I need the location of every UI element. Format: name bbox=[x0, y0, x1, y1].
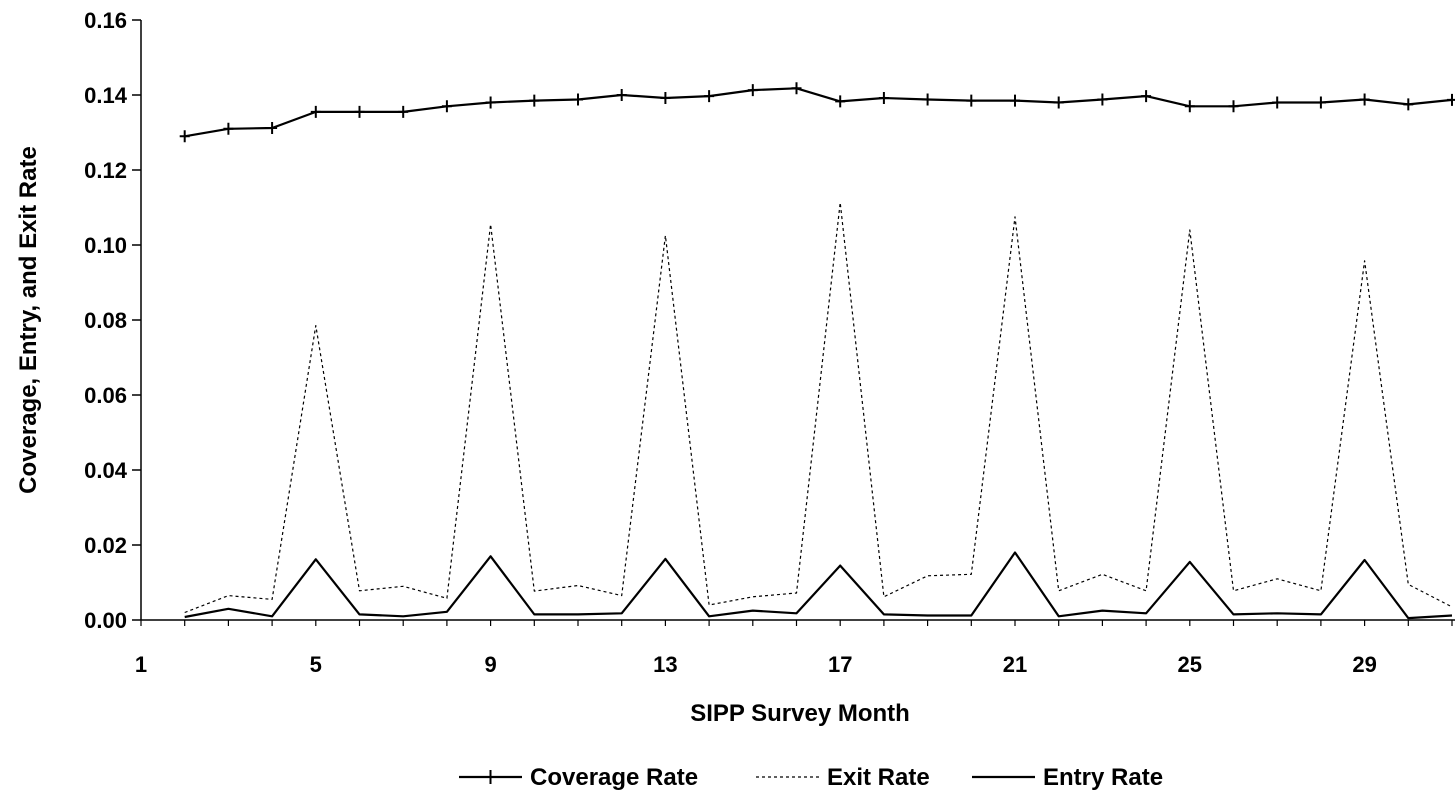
coverage-rate-point bbox=[354, 105, 365, 118]
y-tick-label: 0.14 bbox=[84, 83, 128, 108]
y-tick-label: 0.00 bbox=[84, 608, 127, 633]
coverage-rate-point bbox=[835, 95, 846, 108]
coverage-rate-point bbox=[1053, 96, 1064, 109]
x-tick-label: 25 bbox=[1178, 652, 1202, 677]
coverage-rate-point bbox=[660, 92, 671, 104]
coverage-rate-point bbox=[267, 122, 278, 134]
exit-rate-line bbox=[184, 202, 1453, 614]
coverage-rate-point bbox=[529, 94, 540, 107]
y-tick-label: 0.06 bbox=[84, 383, 127, 408]
coverage-rate-point bbox=[398, 105, 409, 118]
coverage-rate-line bbox=[184, 87, 1453, 138]
coverage-rate-point bbox=[1272, 96, 1283, 109]
coverage-rate-point bbox=[704, 90, 715, 103]
legend-label: Entry Rate bbox=[1043, 764, 1163, 791]
x-tick-label: 29 bbox=[1352, 652, 1376, 677]
x-tick-label: 13 bbox=[653, 652, 677, 677]
y-tick-label: 0.10 bbox=[84, 233, 127, 258]
coverage-rate-point bbox=[441, 100, 452, 113]
legend-label: Exit Rate bbox=[827, 764, 930, 791]
y-tick-label: 0.02 bbox=[84, 533, 127, 558]
y-tick-label: 0.12 bbox=[84, 158, 127, 183]
coverage-rate-point bbox=[1403, 98, 1414, 111]
legend-label: Coverage Rate bbox=[530, 764, 698, 791]
y-tick-label: 0.16 bbox=[84, 8, 127, 33]
legend-coverage-rate: Coverage Rate bbox=[459, 764, 698, 791]
coverage-rate-point bbox=[1359, 93, 1370, 106]
legend-entry-rate: Entry Rate bbox=[972, 764, 1163, 791]
coverage-rate-point bbox=[1315, 96, 1326, 109]
coverage-rate-point bbox=[616, 89, 627, 101]
coverage-rate-point bbox=[1141, 90, 1152, 103]
coverage-rate-point bbox=[1010, 94, 1020, 107]
series-layer bbox=[179, 82, 1455, 620]
coverage-rate-point bbox=[878, 92, 889, 104]
coverage-rate-point bbox=[310, 105, 321, 118]
x-tick-label: 17 bbox=[828, 652, 852, 677]
coverage-rate-point bbox=[223, 122, 234, 135]
coverage-rate-point bbox=[966, 94, 977, 107]
x-axis-title: SIPP Survey Month bbox=[690, 700, 910, 727]
coverage-rate-point bbox=[179, 130, 190, 143]
coverage-rate-point bbox=[1228, 100, 1239, 113]
x-tick-label: 5 bbox=[310, 652, 322, 677]
y-axis-title: Coverage, Entry, and Exit Rate bbox=[15, 146, 42, 494]
x-axis-ticks: 1 5 9 13 17 21 25 29 bbox=[135, 620, 1453, 677]
coverage-rate-point bbox=[1447, 93, 1455, 106]
coverage-rate-point bbox=[922, 93, 933, 106]
x-tick-label: 1 bbox=[135, 652, 147, 677]
axes bbox=[140, 20, 1455, 621]
coverage-rate-point bbox=[485, 96, 496, 109]
coverage-rate-point bbox=[791, 82, 802, 95]
coverage-rate-point bbox=[1097, 93, 1108, 106]
y-axis-ticks: 0.00 0.02 0.04 0.06 0.08 0.10 0.12 0.14 0.16 bbox=[84, 8, 141, 633]
entry-rate-line bbox=[184, 551, 1453, 620]
x-tick-label: 21 bbox=[1003, 652, 1027, 677]
legend-exit-rate: Exit Rate bbox=[756, 764, 930, 791]
x-tick-label: 9 bbox=[484, 652, 496, 677]
y-tick-label: 0.08 bbox=[84, 308, 127, 333]
y-tick-label: 0.04 bbox=[84, 458, 128, 483]
legend: Coverage Rate Exit Rate Entry Rate bbox=[459, 764, 1163, 791]
coverage-rate-point bbox=[1184, 100, 1195, 113]
coverage-rate-point bbox=[573, 93, 583, 106]
coverage-rate-point bbox=[747, 84, 758, 97]
